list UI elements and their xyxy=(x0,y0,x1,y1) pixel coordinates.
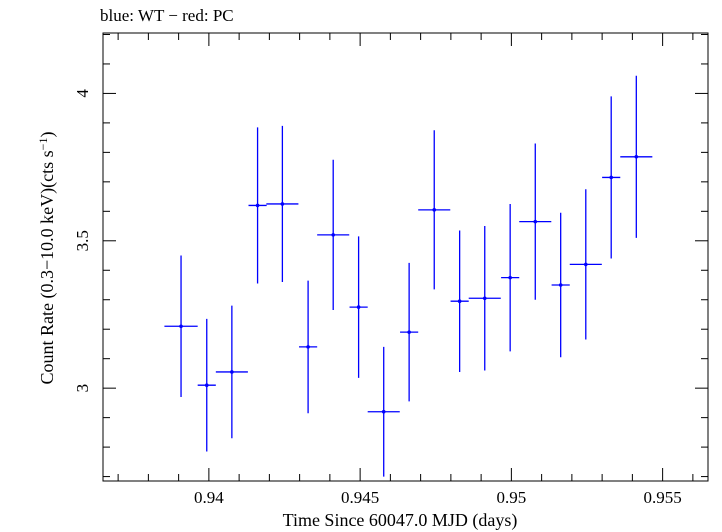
point-marker xyxy=(255,203,260,208)
tick-labels: 0.94 0.945 0.95 0.955 3 3.5 4 xyxy=(73,89,682,507)
data-point xyxy=(569,189,602,340)
data-point xyxy=(551,212,570,358)
point-marker xyxy=(634,154,639,159)
point-marker xyxy=(230,370,234,374)
data-point xyxy=(299,280,318,414)
point-marker xyxy=(204,383,209,388)
data-point xyxy=(602,96,621,259)
point-marker xyxy=(407,330,411,334)
data-point xyxy=(215,305,248,439)
point-marker xyxy=(558,283,563,287)
data-point xyxy=(468,226,501,371)
x-tick-label: 0.955 xyxy=(644,488,682,507)
x-tick-label: 0.95 xyxy=(497,488,527,507)
data-point xyxy=(164,255,198,397)
point-marker xyxy=(508,275,512,280)
point-marker xyxy=(609,175,613,180)
data-point xyxy=(367,346,400,477)
point-marker xyxy=(583,262,588,267)
data-point xyxy=(400,262,419,402)
x-tick-label: 0.94 xyxy=(194,488,224,507)
x-tick-label: 0.945 xyxy=(341,488,379,507)
y-axis-label-close: ) xyxy=(37,132,58,138)
point-marker xyxy=(331,233,336,237)
point-marker xyxy=(533,219,538,224)
data-points xyxy=(164,75,653,477)
point-marker xyxy=(432,208,437,212)
plot-frame xyxy=(102,32,709,482)
data-point xyxy=(248,127,267,284)
y-axis-label: Count Rate (0.3−10.0 keV)(cts s−1) xyxy=(36,132,58,385)
axis-ticks xyxy=(103,33,708,481)
data-point xyxy=(317,159,350,311)
data-point xyxy=(450,230,469,372)
y-tick-label: 3.5 xyxy=(73,230,92,251)
point-marker xyxy=(482,296,487,301)
data-point xyxy=(418,130,451,290)
data-point xyxy=(620,75,653,238)
x-axis-label: Time Since 60047.0 MJD (days) xyxy=(283,510,518,531)
point-marker xyxy=(280,202,285,206)
data-point xyxy=(266,125,299,283)
data-point xyxy=(197,318,216,452)
point-marker xyxy=(381,409,386,414)
point-marker xyxy=(306,345,310,349)
data-point xyxy=(501,203,520,352)
point-marker xyxy=(356,305,361,309)
point-marker xyxy=(457,299,462,304)
data-point xyxy=(349,236,368,378)
y-axis-label-main: Count Rate (0.3−10.0 keV)(cts s xyxy=(37,150,58,384)
data-point xyxy=(519,143,552,300)
y-tick-label: 4 xyxy=(73,89,92,98)
point-marker xyxy=(179,324,183,329)
y-axis-label-exponent: −1 xyxy=(36,138,50,151)
chart-title: blue: WT − red: PC xyxy=(100,6,234,25)
y-tick-label: 3 xyxy=(73,384,92,393)
